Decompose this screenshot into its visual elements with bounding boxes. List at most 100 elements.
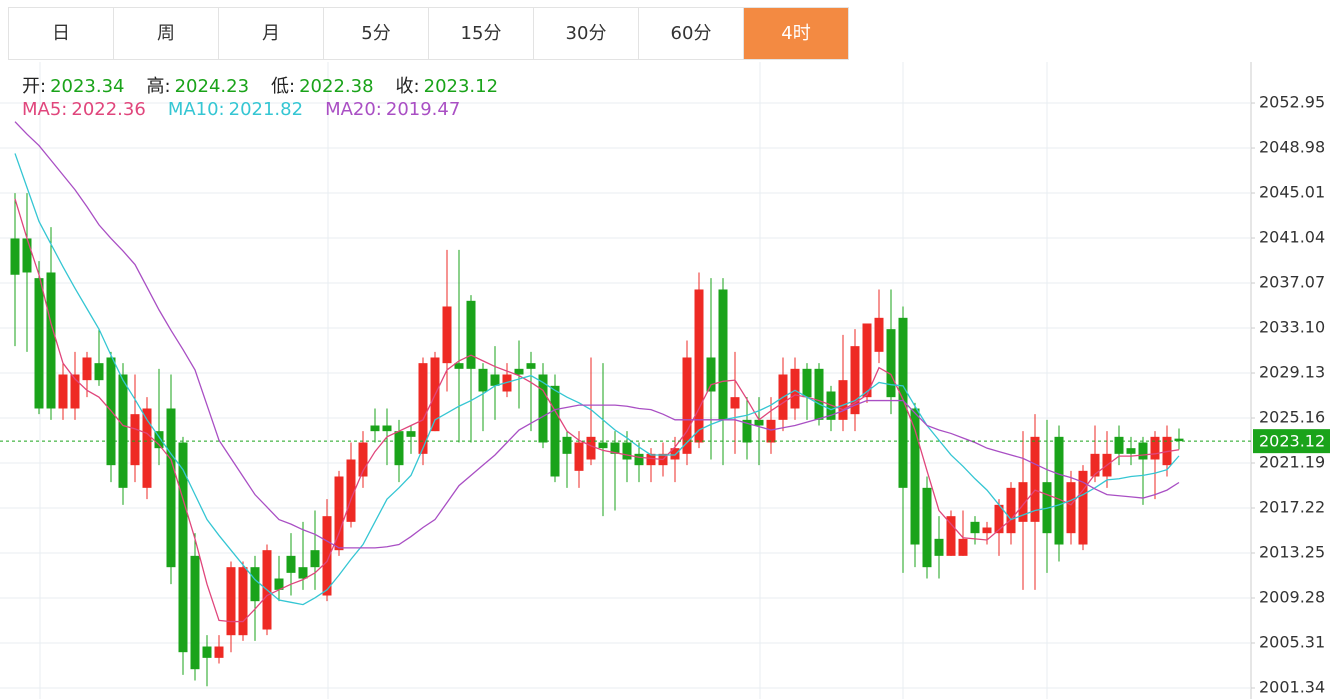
y-tick-label: 2052.95 [1259, 93, 1325, 112]
info-value: 2022.38 [299, 76, 374, 97]
period-tab[interactable]: 周 [114, 8, 219, 59]
candle-body [1066, 482, 1076, 534]
candle-body [70, 374, 80, 409]
candle-body [694, 289, 704, 443]
candle-body [118, 374, 128, 488]
candle-body [10, 238, 20, 275]
info-label: 收: [395, 76, 420, 97]
candle-body [910, 408, 920, 545]
candle-body [790, 368, 800, 409]
ma-line [14, 121, 1180, 549]
period-tab[interactable]: 5分 [324, 8, 429, 59]
candle-body [1030, 436, 1040, 522]
candle-body [562, 436, 572, 454]
last-price-box [1253, 429, 1330, 454]
candle-body [238, 567, 248, 636]
ma-legend: MA5: 2022.36 MA10: 2021.82 MA20: 2019.47 [22, 99, 482, 120]
candle-body [1006, 487, 1016, 534]
info-label: 高: [146, 76, 171, 97]
candle-body [646, 453, 656, 466]
info-item: 收: 2023.12 [396, 76, 503, 97]
info-item: 低: 2022.38 [271, 76, 378, 97]
period-tabs: 日周月 5分 15分 30分 60分 4时 [8, 7, 849, 60]
y-tick-label: 2013.25 [1259, 543, 1325, 562]
candle-body [1174, 438, 1184, 442]
candle-body [922, 487, 932, 568]
candle-body [130, 414, 140, 466]
candle-body [1150, 436, 1160, 460]
candle-body [574, 442, 584, 471]
candle-body [358, 442, 368, 477]
legend-value: 2022.36 [71, 99, 146, 120]
candle-body [310, 550, 320, 568]
period-tab[interactable]: 日 [9, 8, 114, 59]
period-tab[interactable]: 月 [219, 8, 324, 59]
candle-body [754, 419, 764, 426]
candle-body [682, 357, 692, 454]
candle-body [982, 527, 992, 534]
candle-body [994, 504, 1004, 534]
y-tick-label: 2001.34 [1259, 678, 1325, 697]
candle-body [334, 476, 344, 551]
candle-body [202, 646, 212, 658]
candle-body [874, 317, 884, 352]
info-item: 开: 2023.34 [22, 76, 129, 97]
y-tick-label: 2009.28 [1259, 588, 1325, 607]
candle-body [490, 374, 500, 386]
candle-body [46, 272, 56, 409]
candle-body [550, 385, 560, 477]
candle-body [94, 363, 104, 381]
candle-body [442, 306, 452, 364]
y-tick-label: 2037.07 [1259, 273, 1325, 292]
candle-body [1090, 453, 1100, 477]
candle-body [250, 567, 260, 602]
info-label: 低: [271, 76, 296, 97]
period-tab[interactable]: 30分 [534, 8, 639, 59]
candle-body [1078, 470, 1088, 545]
candle-body [454, 363, 464, 369]
candle-body [766, 419, 776, 443]
legend-name: MA10: [167, 99, 225, 120]
legend-name: MA5: [22, 99, 68, 120]
candle-body [382, 425, 392, 432]
ma-line [14, 198, 1180, 623]
candle-body [418, 363, 428, 454]
candle-body [214, 646, 224, 658]
ohlc-info: 开: 2023.34 高: 2024.23 低: 2022.38 收: 2023.12 [22, 72, 520, 98]
candle-body [58, 374, 68, 409]
candle-body [718, 289, 728, 420]
candle-body [394, 431, 404, 466]
last-price-label: 2023.12 [1259, 432, 1325, 451]
candles [10, 193, 1184, 687]
candle-body [514, 368, 524, 375]
info-item: 高: 2024.23 [147, 76, 254, 97]
candle-body [346, 459, 356, 522]
candle-body [634, 453, 644, 466]
candle-body [22, 238, 32, 273]
period-tab[interactable]: 4时 [744, 8, 848, 59]
candle-body [1114, 436, 1124, 454]
candle-body [34, 278, 44, 409]
candle-body [886, 329, 896, 398]
y-tick-label: 2045.01 [1259, 183, 1325, 202]
period-tab[interactable]: 60分 [639, 8, 744, 59]
candle-body [1054, 436, 1064, 545]
legend-value: 2021.82 [228, 99, 304, 120]
y-tick-label: 2021.19 [1259, 453, 1325, 472]
candle-body [286, 555, 296, 573]
info-value: 2024.23 [174, 76, 250, 97]
candle-body [946, 516, 956, 556]
candle-body [538, 374, 548, 443]
candle-body [802, 368, 812, 398]
period-tab[interactable]: 15分 [429, 8, 534, 59]
y-tick-label: 2048.98 [1259, 138, 1325, 157]
candle-body [598, 442, 608, 449]
y-tick-label: 2041.04 [1259, 228, 1325, 247]
candle-body [898, 317, 908, 488]
candle-body [838, 380, 848, 420]
candle-body [226, 567, 236, 636]
candle-body [706, 357, 716, 392]
legend-item: MA5: 2022.36 [22, 99, 150, 120]
